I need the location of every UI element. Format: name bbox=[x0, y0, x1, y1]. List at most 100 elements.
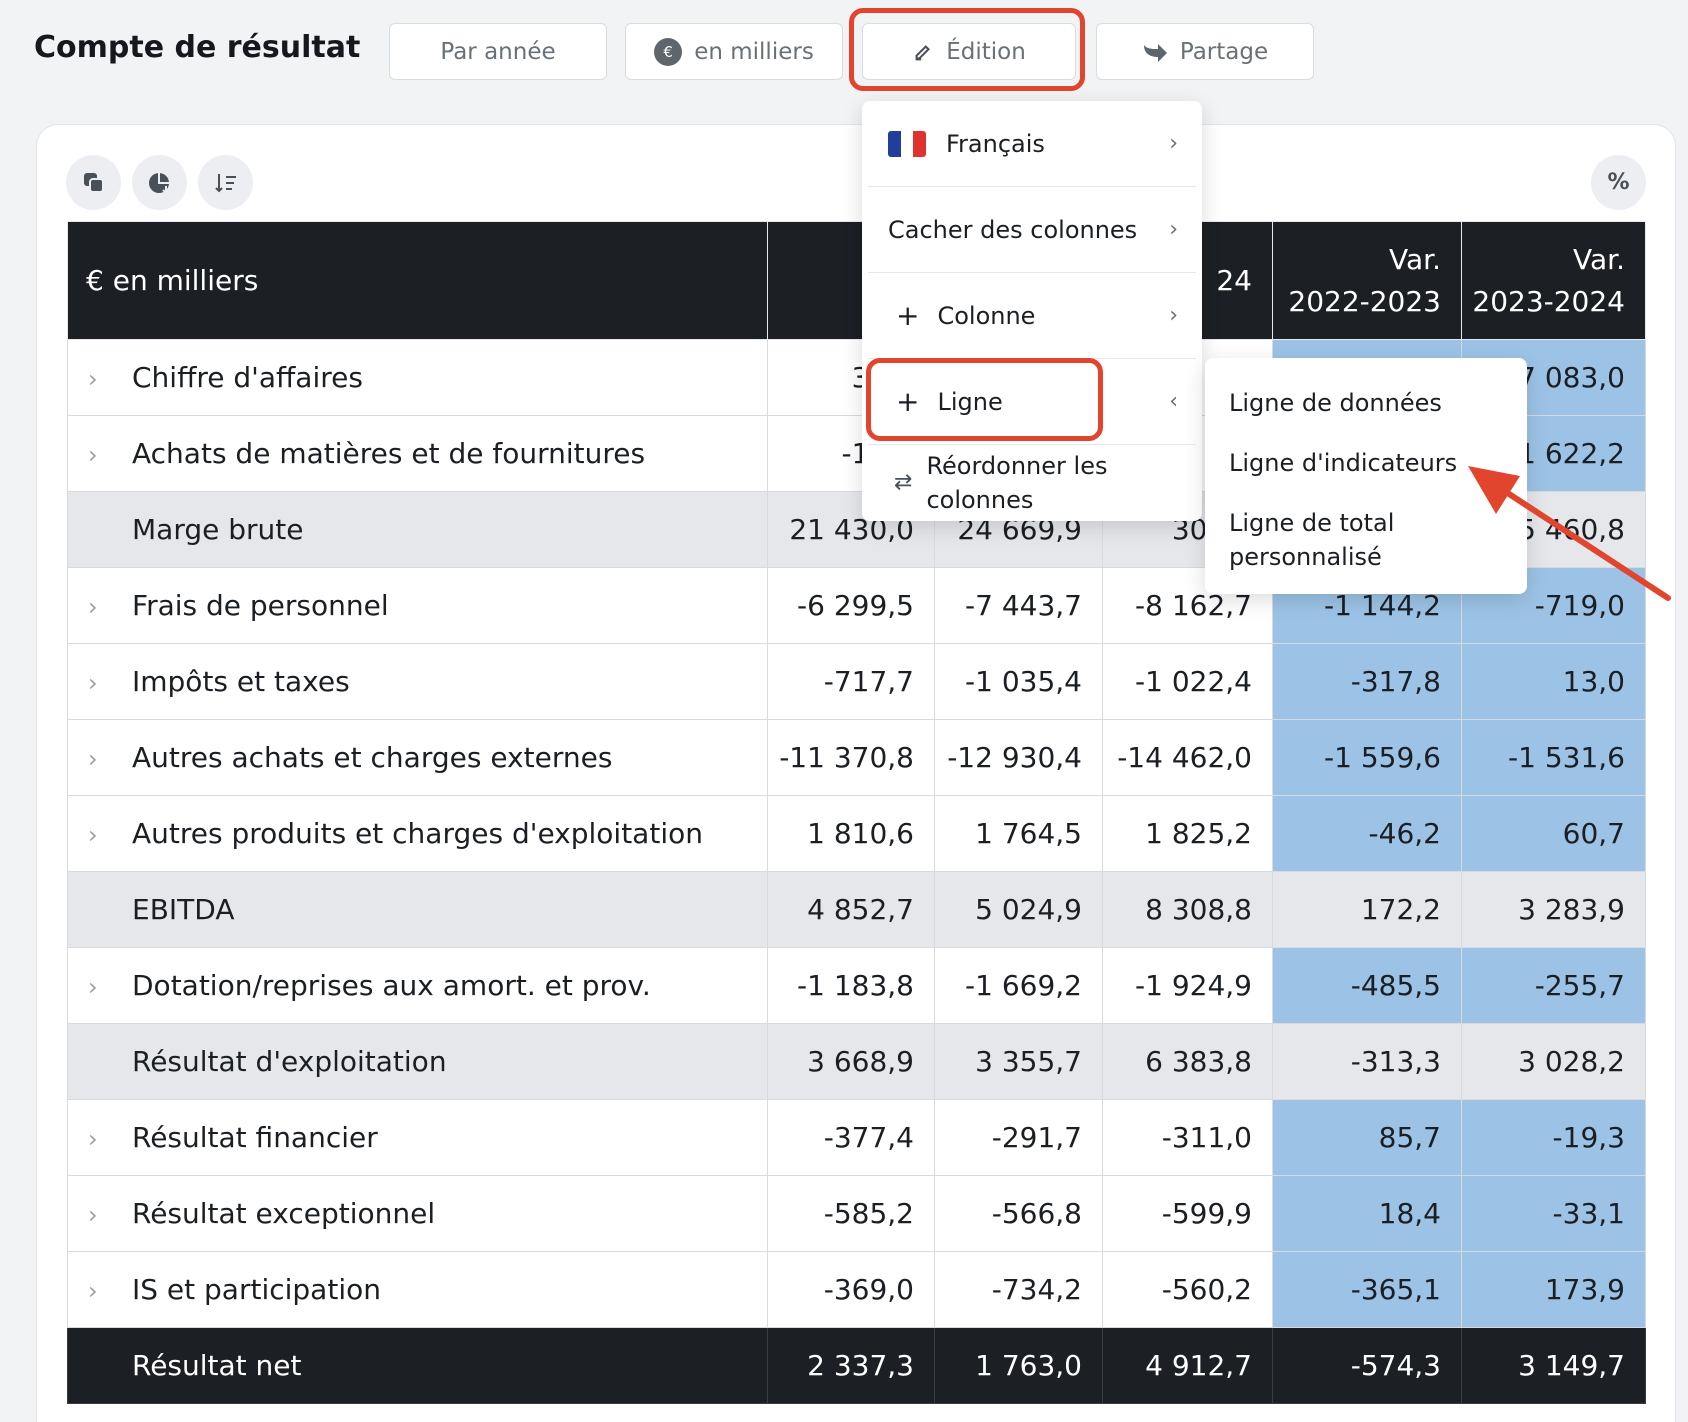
row-label: Dotation/reprises aux amort. et prov. bbox=[132, 969, 651, 1002]
row-label: Résultat exceptionnel bbox=[132, 1197, 436, 1230]
cell: 1 825,2 bbox=[1102, 795, 1273, 872]
menu-item-label: Français bbox=[946, 129, 1045, 158]
chevron-right-icon[interactable]: › bbox=[88, 973, 98, 1001]
table-row[interactable]: › Impôts et taxes -717,7 -1 035,4 -1 022,4 -3… bbox=[67, 643, 1646, 720]
cell: 3 283,9 bbox=[1461, 871, 1646, 948]
menu-item-reorder-columns[interactable]: ⇄ Réordonner les colonnes bbox=[868, 445, 1196, 521]
submenu-item-custom-total-row[interactable]: Ligne de total personnalisé bbox=[1229, 509, 1395, 571]
cell: -33,1 bbox=[1461, 1175, 1646, 1252]
cell: -365,1 bbox=[1272, 1251, 1462, 1328]
plus-icon: + bbox=[896, 385, 920, 418]
row-type-submenu: Ligne de données Ligne d'indicateurs Lig… bbox=[1205, 358, 1527, 594]
cell: 60,7 bbox=[1461, 795, 1646, 872]
share-label: Partage bbox=[1179, 38, 1269, 65]
menu-item-add-column[interactable]: + Colonne › bbox=[868, 273, 1196, 359]
chevron-right-icon[interactable]: › bbox=[88, 1277, 98, 1305]
chevron-right-icon: › bbox=[1169, 131, 1178, 156]
row-label: Frais de personnel bbox=[132, 589, 389, 622]
cell: -14 462,0 bbox=[1102, 719, 1273, 796]
units-button[interactable]: € en milliers bbox=[625, 23, 843, 80]
cell: -566,8 bbox=[934, 1175, 1103, 1252]
cell: -1 022,4 bbox=[1102, 643, 1273, 720]
table-row[interactable]: › Résultat financier -377,4 -291,7 -311,0 85,… bbox=[67, 1099, 1646, 1176]
row-label: Résultat financier bbox=[132, 1121, 378, 1154]
table-row[interactable]: › Dotation/reprises aux amort. et prov. -1… bbox=[67, 947, 1646, 1024]
col-header-var-2022-2023[interactable]: Var. 2022-2023 bbox=[1272, 221, 1462, 340]
cell: -11 370,8 bbox=[767, 719, 935, 796]
cell: 1 764,5 bbox=[934, 795, 1103, 872]
cell: -574,3 bbox=[1272, 1327, 1462, 1404]
submenu-item-data-row[interactable]: Ligne de données bbox=[1229, 389, 1442, 417]
chevron-right-icon[interactable]: › bbox=[88, 365, 98, 393]
chevron-right-icon[interactable]: › bbox=[88, 593, 98, 621]
cell: -7 443,7 bbox=[934, 567, 1103, 644]
chevron-right-icon[interactable]: › bbox=[88, 1201, 98, 1229]
cell: 1 763,0 bbox=[934, 1327, 1103, 1404]
menu-item-add-row[interactable]: + Ligne ‹ bbox=[868, 359, 1196, 445]
share-button[interactable]: Partage bbox=[1096, 23, 1314, 80]
cell: -485,5 bbox=[1272, 947, 1462, 1024]
subtotal-row: Résultat d'exploitation 3 668,9 3 355,7 6 3… bbox=[67, 1023, 1646, 1100]
menu-item-hide-columns[interactable]: Cacher des colonnes › bbox=[868, 187, 1196, 273]
percent-icon: % bbox=[1607, 170, 1630, 195]
cell: 3 355,7 bbox=[934, 1023, 1103, 1100]
chevron-right-icon[interactable]: › bbox=[88, 1125, 98, 1153]
cell: -585,2 bbox=[767, 1175, 935, 1252]
cell: -369,0 bbox=[767, 1251, 935, 1328]
table-row[interactable]: › Autres achats et charges externes -11 37… bbox=[67, 719, 1646, 796]
cell: 3 028,2 bbox=[1461, 1023, 1646, 1100]
col-header-var-2023-2024[interactable]: Var. 2023-2024 bbox=[1461, 221, 1646, 340]
chevron-right-icon[interactable]: › bbox=[88, 669, 98, 697]
units-label: en milliers bbox=[694, 38, 814, 65]
row-label: Autres produits et charges d'exploitatio… bbox=[132, 817, 703, 850]
menu-item-language[interactable]: Français › bbox=[868, 101, 1196, 187]
menu-item-label: Réordonner les colonnes bbox=[926, 452, 1108, 514]
cell: -560,2 bbox=[1102, 1251, 1273, 1328]
cell: -1 531,6 bbox=[1461, 719, 1646, 796]
table-row[interactable]: › Autres produits et charges d'exploitati… bbox=[67, 795, 1646, 872]
table-row[interactable]: › Résultat exceptionnel -585,2 -566,8 -599,9… bbox=[67, 1175, 1646, 1252]
cell: -1 669,2 bbox=[934, 947, 1103, 1024]
cell: -6 299,5 bbox=[767, 567, 935, 644]
var-period: 2023-2024 bbox=[1472, 284, 1625, 318]
cell: -1 183,8 bbox=[767, 947, 935, 1024]
edition-button[interactable]: Édition bbox=[862, 23, 1076, 80]
cell: -1 035,4 bbox=[934, 643, 1103, 720]
row-label: Résultat net bbox=[132, 1349, 302, 1382]
table-header-row: € en milliers 2 24 Var.2022-2023 Var.202… bbox=[67, 221, 1646, 340]
edition-dropdown-menu: Français › Cacher des colonnes › + Colon… bbox=[862, 101, 1202, 521]
row-label: Achats de matières et de fournitures bbox=[132, 437, 646, 470]
cell: 18,4 bbox=[1272, 1175, 1462, 1252]
cell: -734,2 bbox=[934, 1251, 1103, 1328]
submenu-item-indicator-row[interactable]: Ligne d'indicateurs bbox=[1229, 449, 1458, 477]
sort-button[interactable] bbox=[198, 155, 253, 210]
cell: -255,7 bbox=[1461, 947, 1646, 1024]
percent-toggle-button[interactable]: % bbox=[1591, 155, 1646, 210]
row-label: Autres achats et charges externes bbox=[132, 741, 613, 774]
page-title: Compte de résultat bbox=[34, 30, 361, 65]
plus-icon: + bbox=[896, 299, 920, 332]
chevron-right-icon[interactable]: › bbox=[88, 745, 98, 773]
edition-label: Édition bbox=[946, 38, 1026, 65]
subtotal-row: EBITDA 4 852,7 5 024,9 8 308,8 172,2 3 283,9 bbox=[67, 871, 1646, 948]
copy-button[interactable] bbox=[66, 155, 121, 210]
chevron-right-icon[interactable]: › bbox=[88, 821, 98, 849]
cell: -46,2 bbox=[1272, 795, 1462, 872]
var-label: Var. bbox=[1573, 242, 1625, 276]
chevron-right-icon: › bbox=[1169, 303, 1178, 328]
cell: 6 383,8 bbox=[1102, 1023, 1273, 1100]
by-year-button[interactable]: Par année bbox=[389, 23, 607, 80]
by-year-label: Par année bbox=[440, 38, 556, 65]
copy-icon bbox=[83, 172, 104, 193]
euro-icon: € bbox=[654, 37, 683, 66]
cell: -313,3 bbox=[1272, 1023, 1462, 1100]
chart-export-button[interactable] bbox=[132, 155, 187, 210]
cell: -8 162,7 bbox=[1102, 567, 1273, 644]
table-row[interactable]: › IS et participation -369,0 -734,2 -560,2 -3… bbox=[67, 1251, 1646, 1328]
chevron-right-icon[interactable]: › bbox=[88, 441, 98, 469]
menu-item-label: Cacher des colonnes bbox=[888, 215, 1138, 244]
share-arrow-icon bbox=[1143, 43, 1167, 62]
cell: -291,7 bbox=[934, 1099, 1103, 1176]
row-label: Impôts et taxes bbox=[132, 665, 350, 698]
unit-header: € en milliers bbox=[67, 221, 768, 340]
